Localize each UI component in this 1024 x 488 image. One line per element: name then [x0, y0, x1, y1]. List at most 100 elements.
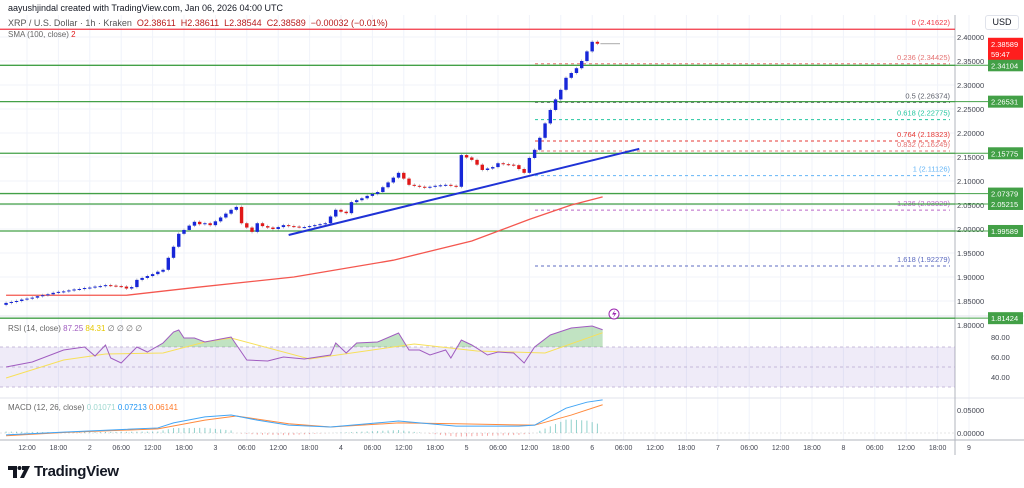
rsi-band	[0, 347, 955, 387]
last-price-badge	[988, 37, 1023, 60]
candle-up	[360, 198, 364, 201]
rsi-line	[5, 325, 603, 368]
candle-down	[407, 178, 411, 185]
time-axis-label: 5	[465, 445, 469, 452]
fib-level-label: 0.618 (2.22775)	[897, 109, 950, 118]
currency-button[interactable]: USD	[985, 15, 1019, 30]
price-axis-label: 2.15000	[957, 153, 984, 162]
candle-up	[255, 223, 259, 232]
price-axis-label: 2.00000	[957, 225, 984, 234]
time-axis-label: 7	[716, 445, 720, 452]
time-axis-label: 12:00	[646, 445, 664, 452]
symbol-name: XRP / U.S. Dollar · 1h · Kraken	[8, 18, 132, 28]
tradingview-logo-icon	[8, 465, 30, 478]
candle-up	[229, 209, 233, 214]
time-axis-label: 4	[339, 445, 343, 452]
candle-up	[496, 163, 500, 168]
candle-up	[192, 221, 197, 226]
candle-down	[423, 186, 427, 188]
macd-legend[interactable]: MACD (12, 26, close) 0.01071 0.07213 0.0…	[8, 403, 178, 412]
candle-down	[344, 211, 348, 214]
candle-down	[412, 184, 416, 186]
support-price-badge	[988, 95, 1023, 108]
price-axis-label: 2.10000	[957, 177, 984, 186]
time-axis-label: 18:00	[426, 445, 444, 452]
candle-down	[475, 159, 479, 165]
brand-name: TradingView	[34, 463, 119, 480]
candle-up	[72, 289, 76, 291]
rsi-ma-value: 84.31	[85, 324, 106, 333]
rsi-axis-label: 60.00	[991, 353, 1010, 362]
rsi-overbought-fill	[6, 326, 603, 347]
candle-up	[135, 279, 139, 288]
support-price-label: 2.05215	[991, 200, 1018, 209]
candle-up	[218, 217, 223, 222]
price-axis-label: 1.95000	[957, 249, 984, 258]
created-by-text: aayushjindal created with TradingView.co…	[8, 3, 283, 13]
price-axis-label: 2.40000	[957, 33, 984, 42]
rsi-axis-label: 40.00	[991, 373, 1010, 382]
high-value: H2.38611	[180, 18, 220, 28]
macd-signal-line	[6, 404, 603, 437]
rsi-legend[interactable]: RSI (14, close) 87.25 84.31 ∅ ∅ ∅ ∅	[8, 324, 142, 333]
close-value: C2.38589	[266, 18, 306, 28]
rsi-extra: ∅ ∅ ∅ ∅	[107, 324, 143, 333]
time-axis-label: 06:00	[489, 445, 507, 452]
candle-down	[449, 184, 453, 186]
candle-up	[51, 292, 55, 295]
price-axis-label: 2.30000	[957, 81, 984, 90]
candle-up	[386, 182, 390, 188]
sma-100-line	[6, 196, 603, 296]
candle-up	[161, 269, 165, 272]
candle-up	[349, 202, 354, 214]
time-axis-label: 18:00	[301, 445, 319, 452]
candle-up	[103, 285, 108, 287]
candle-up	[140, 277, 144, 280]
candle-down	[197, 221, 202, 225]
candle-up	[46, 294, 50, 296]
sma-legend[interactable]: SMA (100, close) 2	[8, 30, 76, 39]
candle-down	[109, 285, 113, 287]
rsi-value: 87.25	[63, 324, 84, 333]
support-price-label: 1.99589	[991, 227, 1018, 236]
candle-down	[454, 185, 458, 187]
candle-down	[208, 223, 212, 226]
candle-down	[506, 164, 511, 166]
support-price-badge	[988, 59, 1023, 72]
candle-up	[67, 290, 71, 292]
macd-line	[6, 399, 603, 436]
lightning-icon[interactable]	[608, 308, 620, 320]
candle-up	[569, 73, 573, 78]
candle-up	[579, 61, 584, 69]
support-price-label: 2.07379	[991, 190, 1018, 199]
time-axis-label: 18:00	[929, 445, 947, 452]
macd-value: 0.07213	[117, 403, 147, 412]
countdown-label: 59:47	[991, 50, 1010, 59]
support-price-badge	[988, 187, 1023, 200]
candle-up	[187, 225, 191, 230]
candle-down	[124, 286, 129, 289]
candle-down	[522, 169, 526, 173]
candle-down	[464, 155, 469, 158]
sma-label: SMA (100, close)	[8, 30, 69, 39]
candle-up	[129, 287, 134, 289]
fib-level-label: 1.618 (1.92279)	[897, 255, 950, 264]
candle-down	[260, 223, 265, 227]
symbol-legend[interactable]: XRP / U.S. Dollar · 1h · Kraken O2.38611 H…	[8, 18, 388, 28]
candle-down	[297, 226, 301, 228]
time-axis-label: 18:00	[678, 445, 696, 452]
candle-up	[391, 177, 396, 183]
candle-down	[417, 185, 422, 187]
candle-up	[14, 301, 19, 302]
change-value: −0.00032 (−0.01%)	[310, 18, 388, 28]
tradingview-logo[interactable]: TradingView	[8, 463, 119, 480]
candle-up	[88, 287, 92, 289]
time-axis-label: 3	[213, 445, 217, 452]
time-axis-label: 9	[967, 445, 971, 452]
candle-up	[527, 157, 532, 173]
candle-up	[459, 155, 464, 187]
candle-down	[595, 41, 600, 44]
time-axis-label: 12:00	[772, 445, 790, 452]
price-axis-label: 2.20000	[957, 129, 984, 138]
